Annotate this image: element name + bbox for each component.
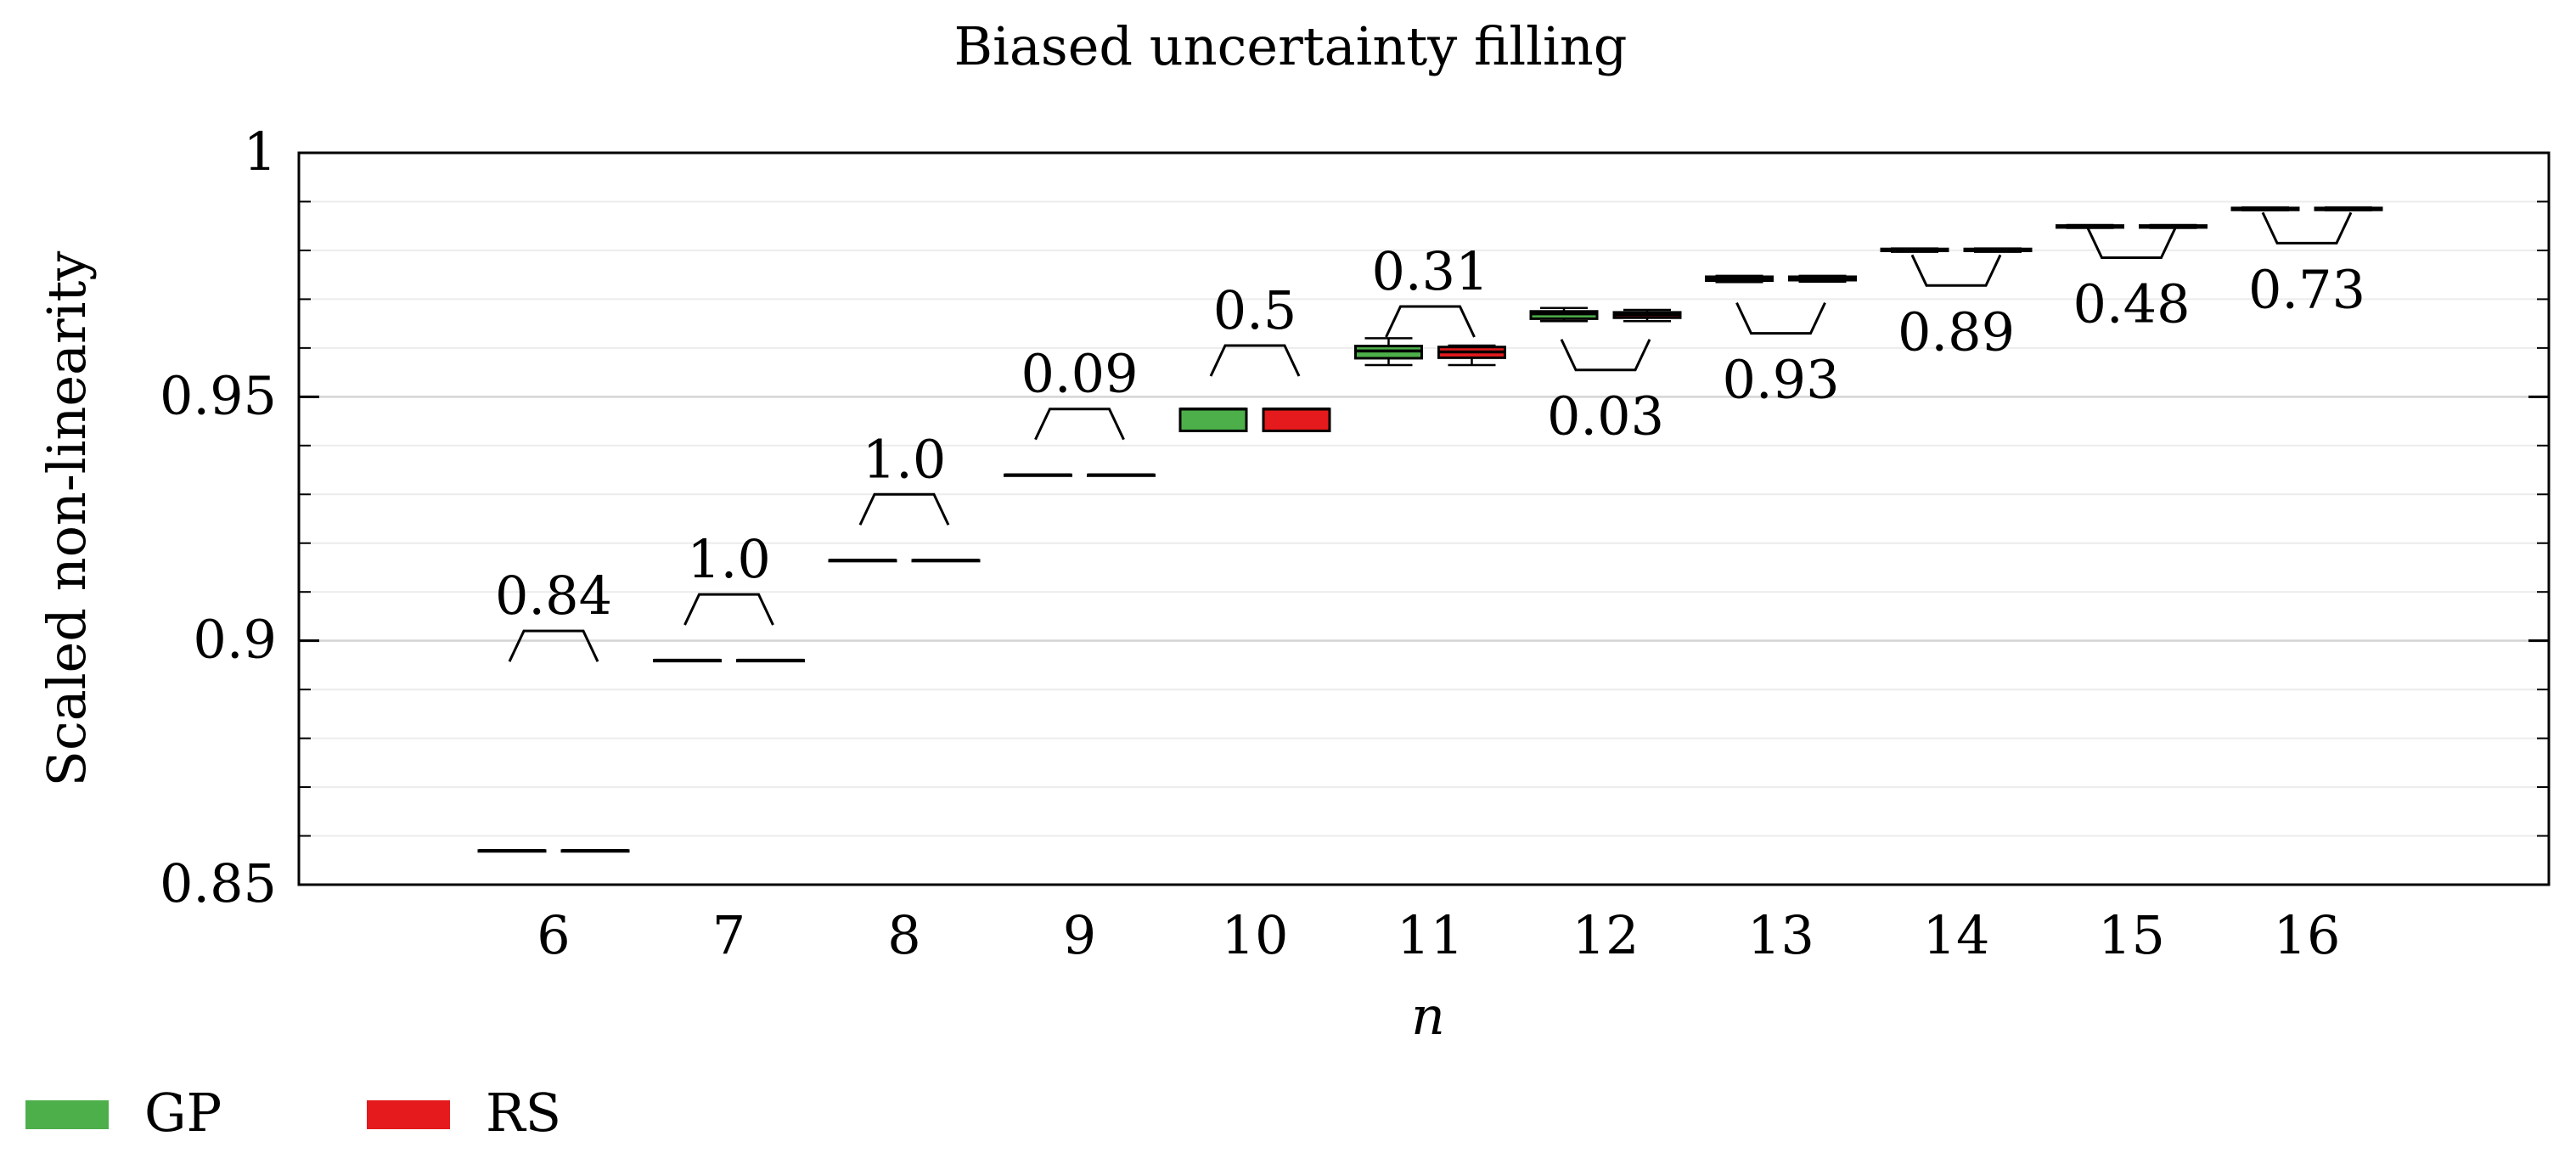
annotation-7: 1.0 <box>683 528 774 626</box>
x-tick-label: 11 <box>1397 904 1464 966</box>
significance-label: 0.73 <box>2248 258 2365 320</box>
box-gp-8 <box>828 559 897 563</box>
box-rs-8 <box>911 559 981 563</box>
box-layer <box>477 206 2383 853</box>
box-gp-16 <box>2230 206 2300 212</box>
box-rs-6 <box>560 849 630 853</box>
x-tick-label: 16 <box>2274 904 2341 966</box>
significance-label: 0.31 <box>1371 240 1488 302</box>
y-tick-label: 0.85 <box>160 852 277 914</box>
legend: GP RS <box>25 1082 561 1144</box>
x-tick-label: 8 <box>887 904 920 966</box>
significance-label: 0.48 <box>2073 273 2190 335</box>
box-gp-11 <box>1354 337 1423 367</box>
x-tick-label: 13 <box>1747 904 1814 966</box>
annotation-6: 0.84 <box>495 565 612 662</box>
legend-swatch-gp <box>25 1100 109 1129</box>
annotation-15: 0.48 <box>2073 226 2191 335</box>
legend-label-gp: GP <box>144 1082 222 1144</box>
annotation-13: 0.93 <box>1722 301 1840 411</box>
significance-bracket <box>2086 226 2177 260</box>
box-rs-10 <box>1262 407 1331 433</box>
box-rs-14 <box>1963 247 2033 253</box>
significance-bracket <box>2261 211 2353 245</box>
significance-label: 1.0 <box>863 428 947 490</box>
box-gp-14 <box>1880 247 1949 253</box>
grid-layer <box>299 200 2549 837</box>
annotation-8: 1.0 <box>858 428 950 526</box>
significance-bracket <box>1209 344 1301 377</box>
chart-title: Biased uncertainty filling <box>954 15 1628 77</box>
x-tick-label: 10 <box>1222 904 1289 966</box>
x-tick-label: 14 <box>1923 904 1990 966</box>
legend-label-rs: RS <box>486 1082 561 1144</box>
box-gp-13 <box>1705 274 1774 284</box>
annotation-11: 0.31 <box>1371 240 1489 338</box>
x-tick-label: 9 <box>1063 904 1096 966</box>
significance-label: 0.03 <box>1547 385 1664 447</box>
annotation-9: 0.09 <box>1021 343 1139 441</box>
box-gp-10 <box>1178 407 1248 433</box>
annotation-10: 0.5 <box>1209 279 1301 377</box>
box-rs-12 <box>1612 308 1682 323</box>
box-body <box>1178 408 1248 433</box>
x-tick-label: 7 <box>712 904 745 966</box>
box-rs-11 <box>1437 344 1506 367</box>
x-tick-label: 15 <box>2098 904 2165 966</box>
significance-label: 1.0 <box>687 528 771 590</box>
significance-bracket <box>1034 408 1125 441</box>
y-tick-label: 1 <box>244 121 277 183</box>
y-axis-label: Scaled non-linearity <box>36 251 98 787</box>
significance-label: 0.5 <box>1213 279 1297 341</box>
box-rs-16 <box>2314 206 2383 212</box>
box-gp-15 <box>2056 223 2124 229</box>
y-axis-ticks: 0.85 0.9 0.95 1 <box>160 121 2549 914</box>
significance-label: 0.93 <box>1722 349 1839 411</box>
box-rs-15 <box>2139 223 2208 229</box>
box-gp-6 <box>477 849 547 853</box>
annotation-16: 0.73 <box>2248 211 2365 320</box>
box-gp-12 <box>1529 306 1599 323</box>
significance-label: 0.09 <box>1021 343 1138 405</box>
significance-bracket <box>1385 305 1476 338</box>
legend-swatch-rs <box>367 1100 450 1129</box>
annotation-layer: 0.84 1.0 1.0 0.09 0.5 0.31 0.03 0.93 0.89 0.48 0.7… <box>495 211 2365 662</box>
y-tick-label: 0.95 <box>160 364 277 426</box>
annotation-12: 0.03 <box>1547 339 1664 447</box>
x-tick-label: 6 <box>537 904 570 966</box>
significance-bracket <box>1735 301 1826 335</box>
significance-label: 0.84 <box>495 565 612 627</box>
x-axis-label: n <box>1411 985 1445 1047</box>
box-body <box>1262 408 1331 433</box>
box-rs-13 <box>1788 274 1857 283</box>
significance-bracket <box>858 492 950 526</box>
y-tick-label: 0.9 <box>193 609 277 671</box>
annotation-14: 0.89 <box>1898 254 2015 363</box>
significance-bracket <box>508 629 599 662</box>
significance-bracket <box>1910 254 2002 287</box>
significance-bracket <box>1560 339 1651 372</box>
x-tick-label: 12 <box>1572 904 1640 966</box>
plot-frame <box>297 151 2551 886</box>
significance-label: 0.89 <box>1898 301 2015 363</box>
significance-bracket <box>683 593 774 626</box>
x-axis-ticks: 6 7 8 9 10 11 12 13 14 15 16 <box>537 904 2340 966</box>
